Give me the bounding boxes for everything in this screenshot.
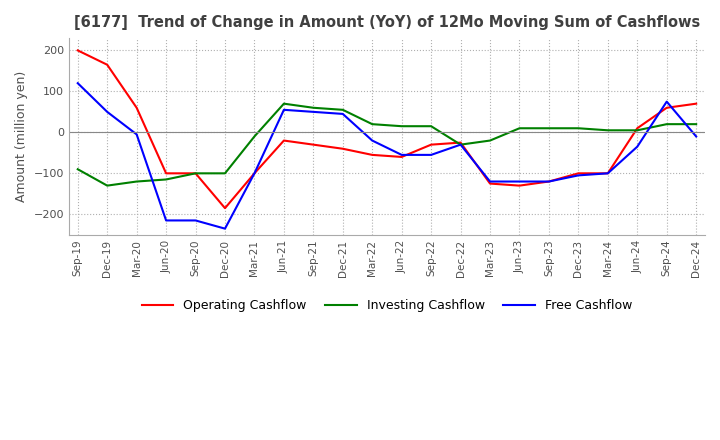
Operating Cashflow xyxy=(427,142,436,147)
Y-axis label: Amount (million yen): Amount (million yen) xyxy=(15,71,28,202)
Investing Cashflow xyxy=(515,125,523,131)
Line: Operating Cashflow: Operating Cashflow xyxy=(78,51,696,208)
Investing Cashflow xyxy=(309,105,318,110)
Investing Cashflow xyxy=(603,128,612,133)
Operating Cashflow xyxy=(73,48,82,53)
Free Cashflow xyxy=(368,138,377,143)
Free Cashflow xyxy=(574,173,582,178)
Investing Cashflow xyxy=(162,177,171,182)
Title: [6177]  Trend of Change in Amount (YoY) of 12Mo Moving Sum of Cashflows: [6177] Trend of Change in Amount (YoY) o… xyxy=(74,15,700,30)
Free Cashflow xyxy=(515,179,523,184)
Free Cashflow xyxy=(73,81,82,86)
Free Cashflow xyxy=(397,152,406,158)
Investing Cashflow xyxy=(427,124,436,129)
Operating Cashflow xyxy=(162,171,171,176)
Operating Cashflow xyxy=(692,101,701,106)
Investing Cashflow xyxy=(633,128,642,133)
Free Cashflow xyxy=(250,171,258,176)
Operating Cashflow xyxy=(220,205,229,211)
Free Cashflow xyxy=(192,218,200,223)
Operating Cashflow xyxy=(603,171,612,176)
Free Cashflow xyxy=(338,111,347,117)
Legend: Operating Cashflow, Investing Cashflow, Free Cashflow: Operating Cashflow, Investing Cashflow, … xyxy=(137,294,637,317)
Investing Cashflow xyxy=(486,138,495,143)
Operating Cashflow xyxy=(486,181,495,186)
Free Cashflow xyxy=(427,152,436,158)
Free Cashflow xyxy=(279,107,288,113)
Line: Investing Cashflow: Investing Cashflow xyxy=(78,104,696,186)
Operating Cashflow xyxy=(192,171,200,176)
Free Cashflow xyxy=(692,134,701,139)
Investing Cashflow xyxy=(662,121,671,127)
Free Cashflow xyxy=(662,99,671,104)
Investing Cashflow xyxy=(220,171,229,176)
Operating Cashflow xyxy=(132,105,141,110)
Operating Cashflow xyxy=(309,142,318,147)
Operating Cashflow xyxy=(279,138,288,143)
Operating Cashflow xyxy=(368,152,377,158)
Operating Cashflow xyxy=(515,183,523,188)
Investing Cashflow xyxy=(103,183,112,188)
Investing Cashflow xyxy=(192,171,200,176)
Investing Cashflow xyxy=(397,124,406,129)
Investing Cashflow xyxy=(692,121,701,127)
Free Cashflow xyxy=(162,218,171,223)
Investing Cashflow xyxy=(368,121,377,127)
Free Cashflow xyxy=(544,179,553,184)
Operating Cashflow xyxy=(338,146,347,151)
Operating Cashflow xyxy=(633,125,642,131)
Free Cashflow xyxy=(309,109,318,114)
Investing Cashflow xyxy=(73,167,82,172)
Investing Cashflow xyxy=(279,101,288,106)
Investing Cashflow xyxy=(250,134,258,139)
Line: Free Cashflow: Free Cashflow xyxy=(78,83,696,229)
Investing Cashflow xyxy=(544,125,553,131)
Investing Cashflow xyxy=(338,107,347,113)
Operating Cashflow xyxy=(250,171,258,176)
Free Cashflow xyxy=(456,142,465,147)
Operating Cashflow xyxy=(574,171,582,176)
Investing Cashflow xyxy=(132,179,141,184)
Free Cashflow xyxy=(103,109,112,114)
Operating Cashflow xyxy=(544,179,553,184)
Free Cashflow xyxy=(132,132,141,137)
Free Cashflow xyxy=(633,144,642,149)
Operating Cashflow xyxy=(397,154,406,160)
Free Cashflow xyxy=(220,226,229,231)
Operating Cashflow xyxy=(103,62,112,67)
Investing Cashflow xyxy=(574,125,582,131)
Free Cashflow xyxy=(486,179,495,184)
Investing Cashflow xyxy=(456,142,465,147)
Free Cashflow xyxy=(603,171,612,176)
Operating Cashflow xyxy=(456,140,465,145)
Operating Cashflow xyxy=(662,105,671,110)
